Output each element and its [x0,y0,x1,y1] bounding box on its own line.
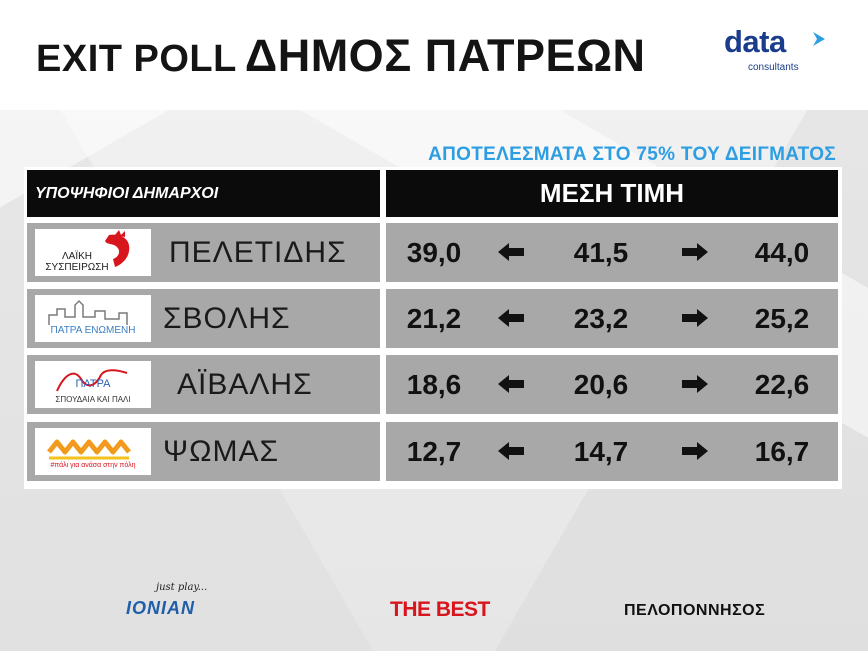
swoosh-icon [56,369,128,392]
party-name-line-1: ΠΑΤΡΑ ΕΝΩΜΕΝΗ [50,325,136,336]
candidate-cell: ΛΑΪΚΗ ΣΥΣΠΕΙΡΩΣΗ ΠΕΛΕΤΙΔΗΣ [27,223,380,282]
value-low: 21,2 [406,303,462,334]
candidate-name: ΣΒΟΛΗΣ [163,302,291,335]
arrow-left-icon [498,442,524,460]
arrow-right-icon [682,243,708,261]
waves-icon [47,439,131,460]
the-best-logo: THE BEST [390,598,490,621]
value-high: 22,6 [754,369,810,400]
brand-arrow-icon [813,32,825,46]
value-low: 12,7 [406,436,462,467]
party-name-line-2: ΣΠΟΥΔΑΙΑ ΚΑΙ ΠΑΛΙ [55,395,131,404]
page-title: EXIT POLL ΔΗΜΟΣ ΠΑΤΡΕΩΝ [36,30,646,82]
value-low: 18,6 [406,369,462,400]
arrow-right-icon [682,442,708,460]
ionian-logo: just play... IONIAN [126,582,238,622]
arrow-left-icon [498,309,524,327]
ionian-tagline: just play... [156,582,208,593]
title-municipality: ΔΗΜΟΣ ΠΑΤΡΕΩΝ [244,30,646,81]
table-row: ΠΑΤΡΑ ΣΠΟΥΔΑΙΑ ΚΑΙ ΠΑΛΙ ΑΪΒΑΛΗΣ 18,6 20,… [27,355,838,414]
table-row: #πάλι για ανάσα στην πόλη ΨΩΜΑΣ 12,7 14,… [27,422,838,481]
candidate-cell: #πάλι για ανάσα στην πόλη ΨΩΜΑΣ [27,422,380,481]
candidate-name: ΨΩΜΑΣ [163,435,280,468]
rooster-icon [105,230,130,267]
party-logo-patra-enomeni: ΠΑΤΡΑ ΕΝΩΜΕΝΗ [35,295,151,342]
values-cell: 18,6 20,6 22,6 [386,355,838,414]
sample-subheading: ΑΠΟΤΕΛΕΣΜΑΤΑ ΣΤΟ 75% ΤΟΥ ΔΕΙΓΜΑΤΟΣ [428,144,836,165]
party-logo-patra-spoudaia: ΠΑΤΡΑ ΣΠΟΥΔΑΙΑ ΚΑΙ ΠΑΛΙ [35,361,151,408]
candidate-cell: ΠΑΤΡΑ ΣΠΟΥΔΑΙΑ ΚΑΙ ΠΑΛΙ ΑΪΒΑΛΗΣ [27,355,380,414]
header-candidates: ΥΠΟΨΗΦΙΟΙ ΔΗΜΑΡΧΟΙ [27,170,380,217]
value-mean: 20,6 [573,369,629,400]
brand-sub: consultants [748,62,799,73]
value-mean: 14,7 [573,436,629,467]
title-exit-poll: EXIT POLL [36,38,237,80]
candidate-cell: ΠΑΤΡΑ ΕΝΩΜΕΝΗ ΣΒΟΛΗΣ [27,289,380,348]
values-cell: 21,2 23,2 25,2 [386,289,838,348]
arrow-right-icon [682,309,708,327]
value-mean: 41,5 [573,237,629,268]
arrow-left-icon [498,375,524,393]
header-band [0,0,868,110]
table-row: ΠΑΤΡΑ ΕΝΩΜΕΝΗ ΣΒΟΛΗΣ 21,2 23,2 25,2 [27,289,838,348]
brand-word: data [724,24,786,59]
party-logo-psomas: #πάλι για ανάσα στην πόλη [35,428,151,475]
arrow-left-icon [498,243,524,261]
value-high: 44,0 [754,237,810,268]
candidate-name: ΑΪΒΑΛΗΣ [177,368,313,401]
data-consultants-logo: data consultants [724,24,836,76]
party-name-line-1: ΛΑΪΚΗ [61,251,93,262]
value-high: 25,2 [754,303,810,334]
party-name-line-2: ΣΥΣΠΕΙΡΩΣΗ [45,262,109,273]
values-cell: 12,7 14,7 16,7 [386,422,838,481]
value-low: 39,0 [406,237,462,268]
candidate-name: ΠΕΛΕΤΙΔΗΣ [169,236,347,269]
party-logo-laiki: ΛΑΪΚΗ ΣΥΣΠΕΙΡΩΣΗ [35,229,151,276]
arrow-right-icon [682,375,708,393]
ionian-name: IONIAN [126,598,195,618]
header-mean-value: ΜΕΣΗ ΤΙΜΗ [386,170,838,217]
party-name-line-1: ΠΑΤΡΑ [75,378,111,390]
city-skyline-icon [48,299,128,325]
value-high: 16,7 [754,436,810,467]
table-row: ΛΑΪΚΗ ΣΥΣΠΕΙΡΩΣΗ ΠΕΛΕΤΙΔΗΣ 39,0 41,5 44,… [27,223,838,282]
value-mean: 23,2 [573,303,629,334]
peloponnisos-logo: ΠΕΛΟΠΟΝΝΗΣΟΣ [624,602,766,619]
values-cell: 39,0 41,5 44,0 [386,223,838,282]
party-slogan: #πάλι για ανάσα στην πόλη [50,462,136,469]
